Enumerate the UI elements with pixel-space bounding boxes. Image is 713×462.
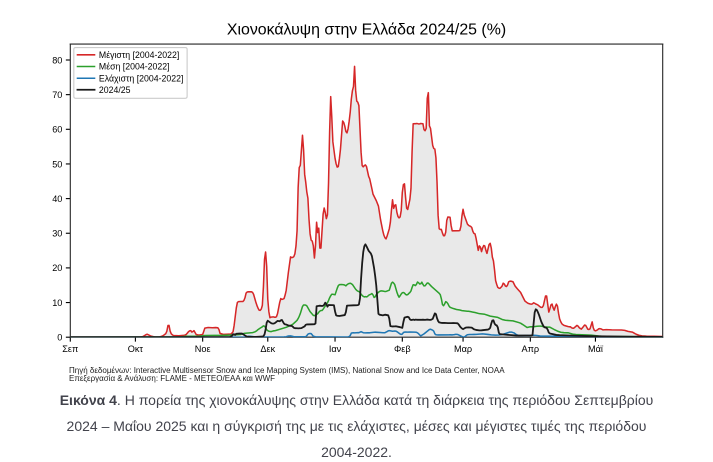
- svg-text:Μάϊ: Μάϊ: [588, 344, 604, 354]
- svg-text:50: 50: [52, 159, 62, 169]
- svg-text:Οκτ: Οκτ: [128, 344, 144, 354]
- svg-text:Ελάχιστη [2004-2022]: Ελάχιστη [2004-2022]: [99, 73, 184, 83]
- svg-text:70: 70: [52, 90, 62, 100]
- svg-text:Φεβ: Φεβ: [394, 344, 411, 354]
- svg-text:Μαρ: Μαρ: [454, 344, 472, 354]
- svg-text:20: 20: [52, 263, 62, 273]
- svg-text:Δεκ: Δεκ: [260, 344, 275, 354]
- svg-text:Σεπ: Σεπ: [62, 344, 78, 354]
- svg-text:Νοε: Νοε: [195, 344, 211, 354]
- svg-text:2024/25: 2024/25: [99, 85, 131, 95]
- svg-text:Ιαν: Ιαν: [329, 344, 342, 354]
- svg-text:80: 80: [52, 55, 62, 65]
- svg-text:60: 60: [52, 125, 62, 135]
- svg-text:Χιονοκάλυψη στην Ελλάδα 2024/2: Χιονοκάλυψη στην Ελλάδα 2024/25 (%): [227, 22, 506, 39]
- svg-text:10: 10: [52, 298, 62, 308]
- svg-text:30: 30: [52, 229, 62, 239]
- svg-text:40: 40: [52, 194, 62, 204]
- svg-text:Μέγιστη [2004-2022]: Μέγιστη [2004-2022]: [99, 50, 179, 60]
- svg-text:Απρ: Απρ: [522, 344, 540, 354]
- svg-text:0: 0: [57, 333, 62, 343]
- svg-text:Μέση [2004-2022]: Μέση [2004-2022]: [99, 62, 170, 72]
